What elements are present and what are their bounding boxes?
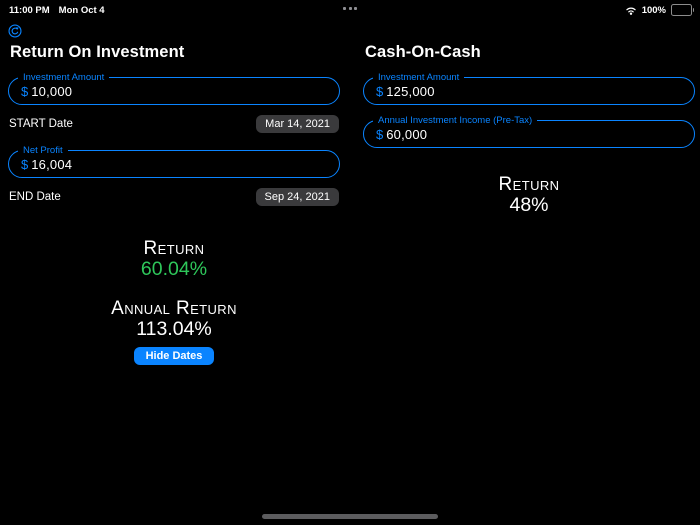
roi-net-profit-value: 16,004 [31, 156, 73, 172]
dollar-sign: $ [21, 83, 29, 99]
reset-button[interactable] [8, 24, 22, 38]
coc-annual-income-value: 60,000 [386, 126, 428, 142]
reset-circle-arrow-icon [8, 24, 22, 38]
start-date-row: START Date Mar 14, 2021 [8, 115, 340, 133]
roi-title: Return On Investment [10, 43, 185, 61]
end-date-row: END Date Sep 24, 2021 [8, 188, 340, 206]
start-date-label: START Date [9, 118, 73, 130]
status-time: 11:00 PM [9, 4, 50, 16]
battery-percent: 100% [641, 4, 666, 16]
status-time-date: 11:00 PM Mon Oct 4 [9, 5, 105, 16]
calculator-panels: Return On Investment Investment Amount $… [8, 42, 695, 365]
multitasking-dots-icon [343, 7, 357, 10]
roi-investment-amount-label: Investment Amount [18, 71, 110, 84]
dollar-sign: $ [376, 126, 384, 142]
roi-results: Return 60.04% Annual Return 113.04% Hide… [8, 239, 340, 365]
home-indicator[interactable] [262, 514, 438, 519]
coc-return-value: 48% [509, 194, 549, 216]
dollar-sign: $ [21, 156, 29, 172]
coc-annual-income-label: Annual Investment Income (Pre-Tax) [373, 114, 538, 127]
status-bar: 11:00 PM Mon Oct 4 100% [0, 0, 700, 20]
status-indicators: 100% [625, 4, 694, 16]
roi-section: Return On Investment Investment Amount $… [8, 42, 340, 365]
roi-net-profit-label: Net Profit [18, 144, 68, 157]
end-date-button[interactable]: Sep 24, 2021 [255, 188, 339, 206]
coc-section: Cash-On-Cash Investment Amount $ 125,000… [363, 42, 695, 365]
coc-investment-amount-value: 125,000 [386, 83, 435, 99]
hide-dates-button[interactable]: Hide Dates [133, 347, 215, 365]
coc-results: Return 48% [363, 175, 695, 215]
roi-annual-return-value: 113.04% [136, 318, 212, 340]
roi-investment-amount-value: 10,000 [31, 83, 73, 99]
roi-investment-amount-field[interactable]: Investment Amount $ 10,000 [8, 71, 340, 105]
roi-return-value: 60.04% [140, 258, 208, 280]
wifi-icon [626, 7, 636, 15]
dollar-sign: $ [376, 83, 384, 99]
coc-annual-income-field[interactable]: Annual Investment Income (Pre-Tax) $ 60,… [363, 114, 695, 148]
coc-return-label: Return [498, 174, 560, 195]
battery-icon [671, 4, 694, 16]
roi-annual-return-label: Annual Return [111, 298, 237, 319]
end-date-label: END Date [9, 191, 61, 203]
roi-net-profit-field[interactable]: Net Profit $ 16,004 [8, 144, 340, 178]
start-date-button[interactable]: Mar 14, 2021 [256, 115, 339, 133]
coc-investment-amount-label: Investment Amount [373, 71, 465, 84]
status-date: Mon Oct 4 [58, 4, 105, 16]
roi-return-label: Return [143, 238, 205, 259]
coc-investment-amount-field[interactable]: Investment Amount $ 125,000 [363, 71, 695, 105]
coc-title: Cash-On-Cash [365, 43, 481, 61]
